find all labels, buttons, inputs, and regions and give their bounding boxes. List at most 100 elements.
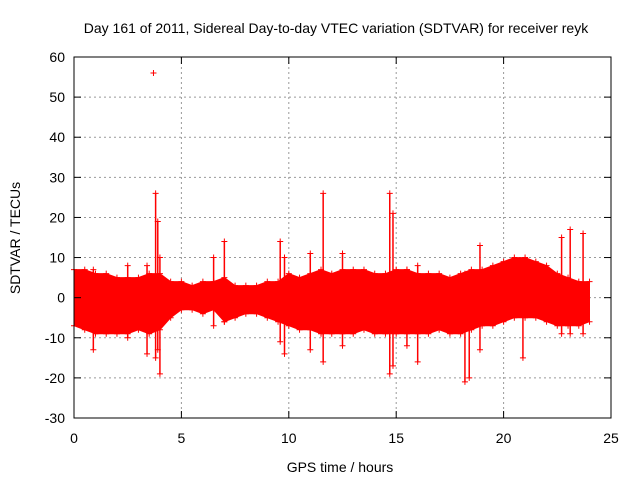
- data-point: [144, 350, 151, 357]
- data-point: [199, 310, 206, 317]
- y-tick-label: 30: [49, 169, 65, 185]
- y-tick-label: 40: [49, 129, 65, 145]
- data-point: [468, 266, 475, 273]
- data-point: [81, 266, 88, 273]
- y-tick-label: -30: [45, 410, 65, 426]
- axis-ticks: 0 5 10 15 20 25 -30 -20 -10 0 10 20 30 40 50 60: [45, 49, 619, 446]
- data-point: [113, 274, 120, 281]
- data-point: [124, 334, 131, 341]
- y-tick-label: -20: [45, 370, 65, 386]
- data-point: [586, 318, 593, 325]
- y-tick-label: 50: [49, 89, 65, 105]
- data-point: [154, 218, 161, 225]
- data-point: [285, 322, 292, 329]
- data-point: [253, 282, 260, 289]
- data-point: [425, 330, 432, 337]
- data-point: [519, 258, 526, 265]
- data-point: [360, 266, 367, 273]
- data-point: [232, 282, 239, 289]
- data-point: [156, 370, 163, 377]
- data-point: [425, 270, 432, 277]
- data-point: [567, 226, 574, 233]
- data-point: [558, 330, 565, 337]
- data-point: [466, 270, 473, 277]
- data-point: [586, 278, 593, 285]
- data-point: [167, 278, 174, 285]
- data-point: [307, 346, 314, 353]
- data-point: [281, 254, 288, 261]
- data-point: [90, 266, 97, 273]
- grid-lines: [74, 57, 611, 418]
- data-point: [221, 238, 228, 245]
- data-point: [242, 282, 249, 289]
- data-point: [339, 342, 346, 349]
- data-point: [532, 314, 539, 321]
- y-tick-label: 20: [49, 209, 65, 225]
- data-point: [580, 330, 587, 337]
- data-point: [103, 330, 110, 337]
- data-point: [178, 278, 185, 285]
- data-point: [189, 306, 196, 313]
- data-point: [210, 254, 217, 261]
- data-point: [264, 278, 271, 285]
- data-point: [403, 342, 410, 349]
- data-point: [103, 270, 110, 277]
- data-point: [90, 346, 97, 353]
- data-point: [210, 322, 217, 329]
- data-point: [135, 274, 142, 281]
- data-point: [386, 370, 393, 377]
- data-point: [350, 330, 357, 337]
- data-point: [371, 270, 378, 277]
- data-point: [403, 266, 410, 273]
- data-point: [277, 338, 284, 345]
- data-point: [393, 266, 400, 273]
- data-point: [178, 306, 185, 313]
- x-tick-label: 10: [281, 430, 297, 446]
- data-point: [167, 314, 174, 321]
- data-point: [580, 230, 587, 237]
- data-point: [543, 262, 550, 269]
- data-point: [558, 234, 565, 241]
- data-point: [81, 326, 88, 333]
- data-point: [281, 350, 288, 357]
- data-point: [543, 318, 550, 325]
- y-tick-label: 60: [49, 49, 65, 65]
- y-tick-label: 0: [57, 290, 65, 306]
- data-point: [382, 330, 389, 337]
- data-point: [328, 270, 335, 277]
- data-point: [320, 190, 327, 197]
- x-axis-label: GPS time / hours: [287, 459, 394, 475]
- data-point: [264, 314, 271, 321]
- plot-frame: [73, 56, 612, 419]
- data-point: [285, 270, 292, 277]
- data-point: [567, 330, 574, 337]
- data-point: [457, 330, 464, 337]
- chart-title: Day 161 of 2011, Sidereal Day-to-day VTE…: [84, 20, 589, 36]
- data-point: [519, 354, 526, 361]
- data-point: [150, 70, 157, 77]
- x-tick-label: 0: [70, 430, 78, 446]
- data-point: [296, 274, 303, 281]
- data-point: [199, 278, 206, 285]
- data-point: [360, 326, 367, 333]
- data-point: [253, 310, 260, 317]
- data-point: [522, 254, 529, 261]
- data-point: [489, 322, 496, 329]
- data-point: [414, 358, 421, 365]
- dense-data-band: [73, 257, 590, 335]
- data-point: [500, 318, 507, 325]
- y-tick-label: 10: [49, 250, 65, 266]
- data-point: [489, 262, 496, 269]
- data-point: [152, 190, 159, 197]
- data-point: [511, 254, 518, 261]
- x-tick-label: 15: [388, 430, 404, 446]
- data-point: [414, 262, 421, 269]
- data-point: [371, 330, 378, 337]
- data-point: [307, 250, 314, 257]
- data-point: [382, 270, 389, 277]
- y-axis-label: SDTVAR / TECUs: [7, 182, 23, 294]
- data-point: [554, 322, 561, 329]
- data-point: [386, 190, 393, 197]
- data-point: [476, 242, 483, 249]
